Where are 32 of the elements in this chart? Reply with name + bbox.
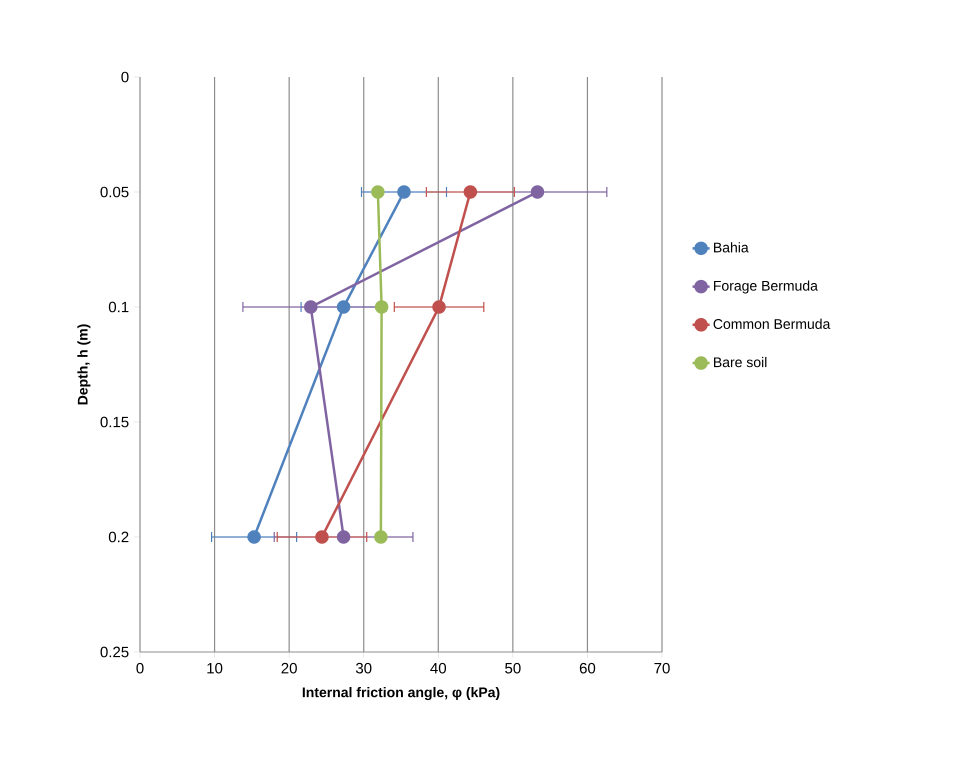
point: [371, 185, 385, 199]
x-tick-label: 20: [282, 662, 297, 674]
legend-label: Common Bermuda: [714, 318, 830, 329]
point: [530, 185, 544, 199]
y-tick-label: 0.05: [100, 186, 129, 198]
y-tick-label: 0.1: [108, 302, 128, 312]
point: [432, 300, 446, 314]
point: [336, 530, 350, 544]
point: [247, 530, 261, 544]
x-tick-label: 60: [580, 662, 596, 674]
y-tick-label: 0.2: [108, 532, 128, 542]
y-tick-label: 0.15: [100, 416, 129, 428]
point: [397, 185, 411, 199]
point: [464, 185, 478, 199]
x-tick-label: 30: [356, 662, 372, 674]
x-tick-label: 10: [207, 662, 222, 674]
x-axis-title: Internal friction angle, φ (kPa): [302, 687, 500, 700]
x-tick-label: 0: [136, 662, 144, 674]
x-tick-label: 40: [430, 662, 446, 674]
legend-label: Forage Bermuda: [714, 280, 818, 294]
point: [304, 300, 318, 314]
y-tick-label: 0.25: [100, 646, 129, 658]
point: [315, 530, 329, 544]
x-tick-label: 70: [654, 662, 670, 674]
x-tick-label: 50: [505, 662, 521, 674]
legend-label: Bahia: [714, 242, 749, 252]
y-axis-title: Depth, h (m): [77, 324, 90, 404]
y-tick-label: 0: [121, 72, 129, 82]
point: [374, 300, 388, 314]
point: [374, 530, 388, 544]
point: [336, 300, 350, 314]
legend-label: Bare soil: [714, 356, 766, 368]
